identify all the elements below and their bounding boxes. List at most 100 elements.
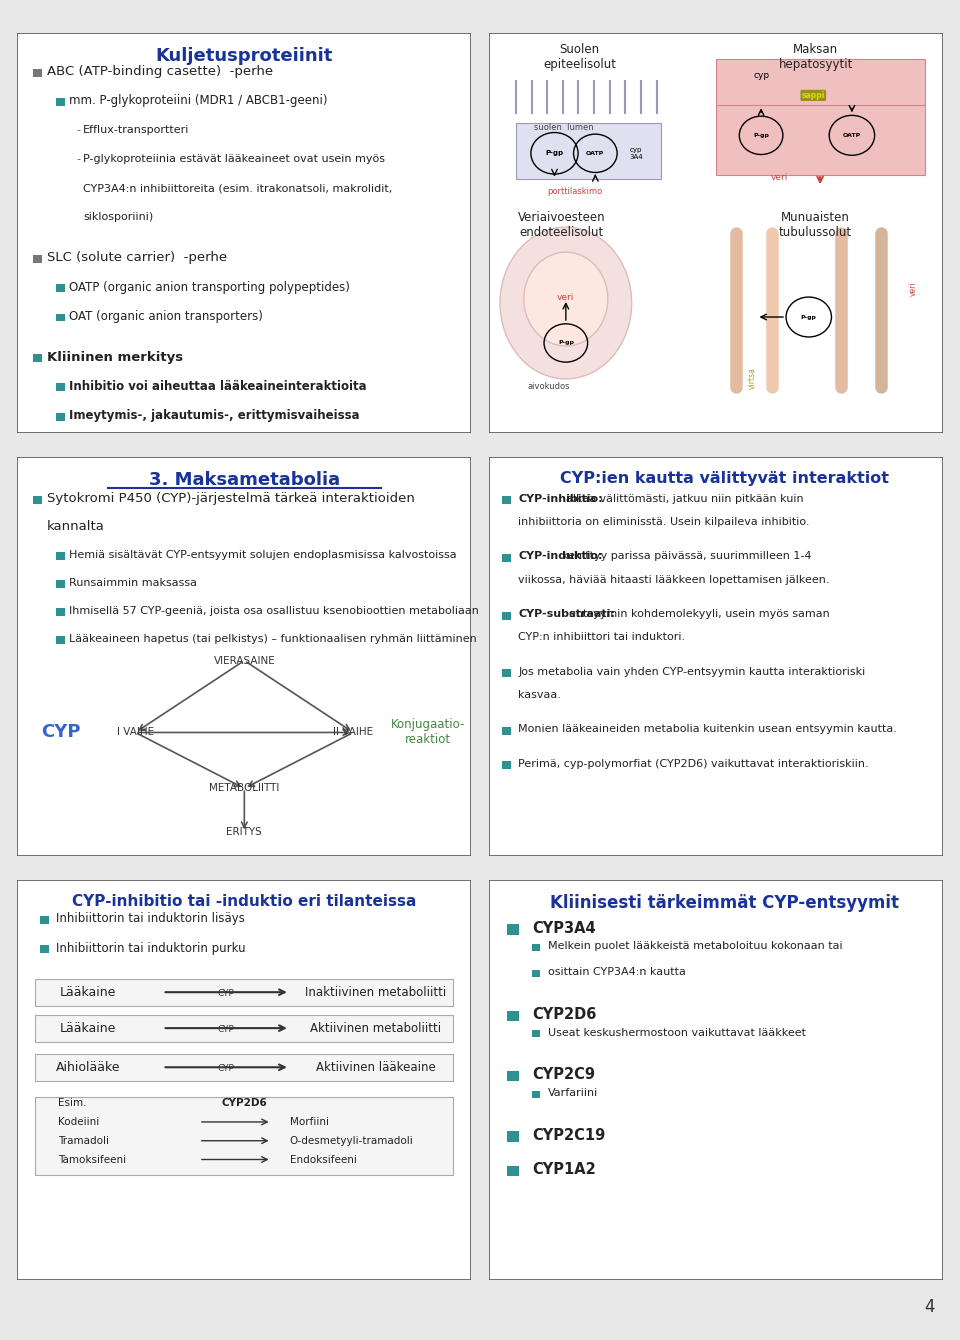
Text: viikossa, häviää hitaasti lääkkeen lopettamisen jälkeen.: viikossa, häviää hitaasti lääkkeen lopet…	[518, 575, 829, 584]
Bar	[56, 383, 65, 391]
Bar	[56, 314, 65, 322]
Bar	[34, 496, 42, 504]
Text: CYP:n inhibiittori tai induktori.: CYP:n inhibiittori tai induktori.	[518, 632, 685, 642]
Ellipse shape	[500, 228, 632, 379]
Text: sappi: sappi	[802, 91, 825, 100]
Bar	[34, 68, 42, 76]
Text: Aihiolääke: Aihiolääke	[56, 1061, 120, 1073]
Bar	[34, 255, 42, 263]
Text: 3. Maksametabolia: 3. Maksametabolia	[149, 470, 340, 489]
Text: Lääkeaineen hapetus (tai pelkistys) – funktionaalisen ryhmän liittäminen: Lääkeaineen hapetus (tai pelkistys) – fu…	[69, 634, 477, 643]
Text: cyp
3A4: cyp 3A4	[630, 147, 643, 159]
Text: P-gp: P-gp	[558, 340, 574, 346]
Text: Inhibiittorin tai induktorin purku: Inhibiittorin tai induktorin purku	[56, 942, 246, 955]
Bar	[532, 1091, 540, 1097]
Text: VIERASAINE: VIERASAINE	[213, 655, 276, 666]
Text: suolen  lumen: suolen lumen	[534, 123, 593, 133]
Text: alkaa välittömästi, jatkuu niin pitkään kuin: alkaa välittömästi, jatkuu niin pitkään …	[565, 494, 804, 504]
Bar	[532, 943, 540, 951]
Text: kannalta: kannalta	[47, 520, 105, 533]
Text: CYP-substraati:: CYP-substraati:	[518, 610, 615, 619]
Text: Hemiä sisältävät CYP-entsyymit solujen endoplasmisissa kalvostoissa: Hemiä sisältävät CYP-entsyymit solujen e…	[69, 549, 457, 560]
Text: I VAIHE: I VAIHE	[117, 728, 154, 737]
Bar	[507, 1010, 518, 1021]
Text: Maksan
hepatosyytit: Maksan hepatosyytit	[779, 43, 852, 71]
Text: ERITYS: ERITYS	[227, 827, 262, 838]
Text: CYP1A2: CYP1A2	[532, 1162, 595, 1177]
Bar	[34, 354, 42, 362]
Text: Lääkaine: Lääkaine	[60, 986, 116, 998]
Text: Kliinisesti tärkeimmät CYP-entsyymit: Kliinisesti tärkeimmät CYP-entsyymit	[550, 894, 900, 913]
Bar	[36, 1055, 453, 1081]
Bar	[56, 636, 65, 643]
Text: CYP: CYP	[218, 1025, 234, 1034]
Bar	[36, 980, 453, 1006]
Bar	[502, 761, 512, 769]
Text: 4: 4	[924, 1298, 935, 1316]
Text: Konjugaatio-
reaktiot: Konjugaatio- reaktiot	[391, 718, 466, 746]
Bar	[507, 925, 518, 935]
Text: CYP: CYP	[218, 989, 234, 998]
Text: P-glykoproteiinia estävät lääkeaineet ovat usein myös: P-glykoproteiinia estävät lääkeaineet ov…	[84, 154, 385, 163]
Bar	[516, 123, 661, 180]
Text: kasvaa.: kasvaa.	[518, 690, 561, 699]
Text: Kliininen merkitys: Kliininen merkitys	[47, 351, 183, 363]
Bar	[56, 580, 65, 588]
Text: METABOLIITTI: METABOLIITTI	[209, 784, 279, 793]
Ellipse shape	[524, 252, 608, 346]
Bar	[40, 946, 49, 954]
Text: CYP-inhibitio:: CYP-inhibitio:	[518, 494, 603, 504]
Text: entsyymin kohdemolekyyli, usein myös saman: entsyymin kohdemolekyyli, usein myös sam…	[569, 610, 830, 619]
Bar	[507, 1071, 518, 1081]
Text: siklosporiini): siklosporiini)	[84, 212, 154, 222]
Text: CYP3A4: CYP3A4	[532, 921, 595, 935]
Bar	[502, 612, 512, 619]
Text: porttilaskimo: porttilaskimo	[547, 188, 603, 196]
Text: CYP-induktio:: CYP-induktio:	[518, 552, 603, 561]
Text: Sytokromi P450 (CYP)-järjestelmä tärkeä interaktioiden: Sytokromi P450 (CYP)-järjestelmä tärkeä …	[47, 492, 415, 505]
Bar	[36, 1097, 453, 1175]
Bar	[502, 497, 512, 504]
Text: P-gp: P-gp	[754, 133, 769, 138]
Text: CYP: CYP	[218, 1064, 234, 1073]
Bar	[36, 1014, 453, 1043]
Text: OATP: OATP	[843, 133, 861, 138]
Text: Inaktiivinen metaboliitti: Inaktiivinen metaboliitti	[305, 986, 446, 998]
Text: II VAIHE: II VAIHE	[333, 728, 373, 737]
Text: P-gp: P-gp	[545, 150, 564, 157]
Text: P-gp: P-gp	[801, 315, 817, 319]
Text: kehittyy parissa päivässä, suurimmilleen 1-4: kehittyy parissa päivässä, suurimmilleen…	[563, 552, 812, 561]
Text: veri: veri	[557, 292, 574, 302]
Text: CYP2C9: CYP2C9	[532, 1068, 595, 1083]
Bar	[507, 1131, 518, 1142]
Text: mm. P-glykoproteiini (MDR1 / ABCB1-geeni): mm. P-glykoproteiini (MDR1 / ABCB1-geeni…	[69, 94, 328, 107]
Text: CYP2D6: CYP2D6	[222, 1099, 267, 1108]
Text: -: -	[76, 125, 81, 135]
Bar	[716, 59, 924, 176]
Text: Jos metabolia vain yhden CYP-entsyymin kautta interaktioriski: Jos metabolia vain yhden CYP-entsyymin k…	[518, 667, 865, 677]
Text: Efflux-transportteri: Efflux-transportteri	[84, 125, 189, 135]
Text: veri: veri	[909, 281, 918, 296]
Text: Varfariini: Varfariini	[547, 1088, 598, 1097]
Text: O-desmetyyli-tramadoli: O-desmetyyli-tramadoli	[290, 1136, 414, 1146]
Bar	[56, 98, 65, 106]
Text: CYP-inhibitio tai -induktio eri tilanteissa: CYP-inhibitio tai -induktio eri tilantei…	[72, 894, 417, 910]
Text: Ihmisellä 57 CYP-geeniä, joista osa osallistuu ksenobioottien metaboliaan: Ihmisellä 57 CYP-geeniä, joista osa osal…	[69, 606, 479, 615]
Text: Inhibitio voi aiheuttaa lääkeaineinteraktioita: Inhibitio voi aiheuttaa lääkeaineinterak…	[69, 379, 367, 393]
Text: Kodeiini: Kodeiini	[59, 1118, 100, 1127]
Text: SLC (solute carrier)  -perhe: SLC (solute carrier) -perhe	[47, 252, 227, 264]
Text: CYP: CYP	[40, 724, 81, 741]
Text: CYP2D6: CYP2D6	[532, 1008, 596, 1022]
Text: Veriaivoesteen
endoteelisolut: Veriaivoesteen endoteelisolut	[517, 212, 605, 240]
Text: CYP3A4:n inhibiittoreita (esim. itrakonatsoli, makrolidit,: CYP3A4:n inhibiittoreita (esim. itrakona…	[84, 184, 393, 193]
Bar	[56, 284, 65, 292]
Text: Monien lääkeaineiden metabolia kuitenkin usean entsyymin kautta.: Monien lääkeaineiden metabolia kuitenkin…	[518, 725, 897, 734]
Text: Munuaisten
tubulussolut: Munuaisten tubulussolut	[779, 212, 852, 240]
Text: cyp: cyp	[753, 71, 769, 80]
Bar	[507, 1166, 518, 1177]
Bar	[56, 413, 65, 421]
Text: OATP (organic anion transporting polypeptides): OATP (organic anion transporting polypep…	[69, 280, 350, 293]
Text: virtsa: virtsa	[748, 367, 756, 389]
Text: osittain CYP3A4:n kautta: osittain CYP3A4:n kautta	[547, 967, 685, 977]
Bar	[56, 608, 65, 616]
